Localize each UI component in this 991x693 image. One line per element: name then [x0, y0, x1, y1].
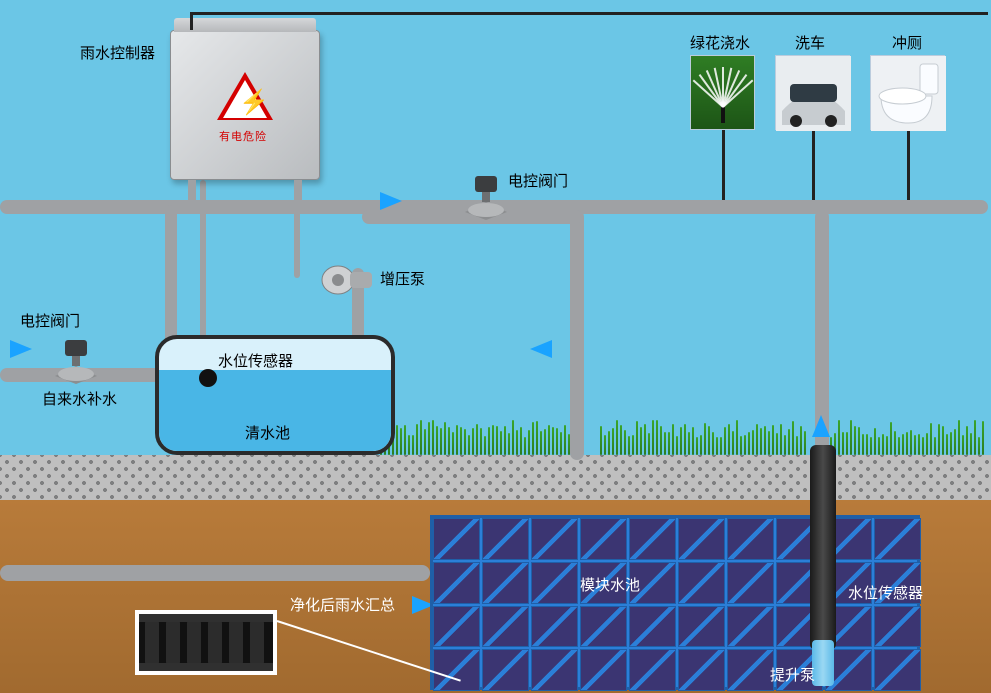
module-cell [482, 518, 529, 560]
module-cell [874, 649, 921, 691]
flow-arrow [530, 340, 552, 358]
module-cell [531, 562, 578, 604]
module-pool [430, 515, 920, 690]
module-cell [433, 518, 480, 560]
label: 电控阀门 [20, 310, 80, 331]
booster-pump [320, 260, 375, 298]
flow-arrow [380, 192, 402, 210]
signal-wire [190, 12, 193, 30]
module-cell [727, 562, 774, 604]
bolt-icon: ⚡ [239, 88, 269, 117]
level-sensor-float [199, 369, 217, 387]
module-cell [482, 562, 529, 604]
module-cell [433, 606, 480, 648]
label: 冲厕 [892, 32, 922, 53]
module-cell [874, 518, 921, 560]
module-cell [678, 518, 725, 560]
output-drop-wire [907, 130, 910, 200]
lift-pump [812, 640, 834, 686]
label: 清水池 [245, 422, 290, 443]
module-cell [580, 649, 627, 691]
output-tile [690, 55, 755, 130]
controller-roof [174, 18, 316, 32]
module-cell [580, 606, 627, 648]
module-cell [531, 518, 578, 560]
module-cell [727, 606, 774, 648]
module-cell [678, 606, 725, 648]
label: 电控阀门 [508, 170, 568, 191]
grass [380, 417, 580, 455]
label: 水位传感器 [848, 582, 923, 603]
module-cell [433, 649, 480, 691]
module-cell [629, 518, 676, 560]
output-drop-wire [812, 130, 815, 200]
module-cell [531, 649, 578, 691]
module-sample [135, 610, 277, 675]
module-cell [678, 649, 725, 691]
output-drop-wire [722, 130, 725, 200]
label: 洗车 [795, 32, 825, 53]
pipe [0, 565, 430, 581]
diagram-stage: ⚡有电危险雨水控制器电控阀门自来水补水水位传感器清水池增压泵电控阀门绿花浇水洗车… [0, 0, 991, 693]
module-cell [580, 518, 627, 560]
signal-wire [190, 12, 988, 15]
electric-valve [465, 176, 507, 220]
pipe [570, 210, 584, 460]
label: 提升泵 [770, 664, 815, 685]
module-cell [629, 606, 676, 648]
grass [600, 417, 810, 455]
module-cell [678, 562, 725, 604]
controller-leg [294, 180, 302, 206]
gravel-layer [0, 455, 991, 500]
module-cell [727, 649, 774, 691]
module-cell [482, 649, 529, 691]
label: 雨水控制器 [80, 42, 155, 63]
module-cell [482, 606, 529, 648]
lift-pump-casing [810, 445, 836, 650]
label: 模块水池 [580, 574, 640, 595]
controller-leg [188, 180, 196, 206]
label: 自来水补水 [42, 388, 117, 409]
hazard-text: 有电危险 [219, 128, 267, 144]
flow-arrow [10, 340, 32, 358]
flow-arrow [812, 415, 830, 437]
electric-valve [55, 340, 97, 384]
output-tile [775, 55, 850, 130]
label: 水位传感器 [218, 350, 293, 371]
label: 净化后雨水汇总 [290, 594, 395, 615]
label: 增压泵 [380, 268, 425, 289]
module-cell [874, 606, 921, 648]
output-tile [870, 55, 945, 130]
module-cell [629, 649, 676, 691]
module-cell [531, 606, 578, 648]
label: 绿花浇水 [690, 32, 750, 53]
grass [830, 417, 988, 455]
module-cell [727, 518, 774, 560]
module-cell [433, 562, 480, 604]
